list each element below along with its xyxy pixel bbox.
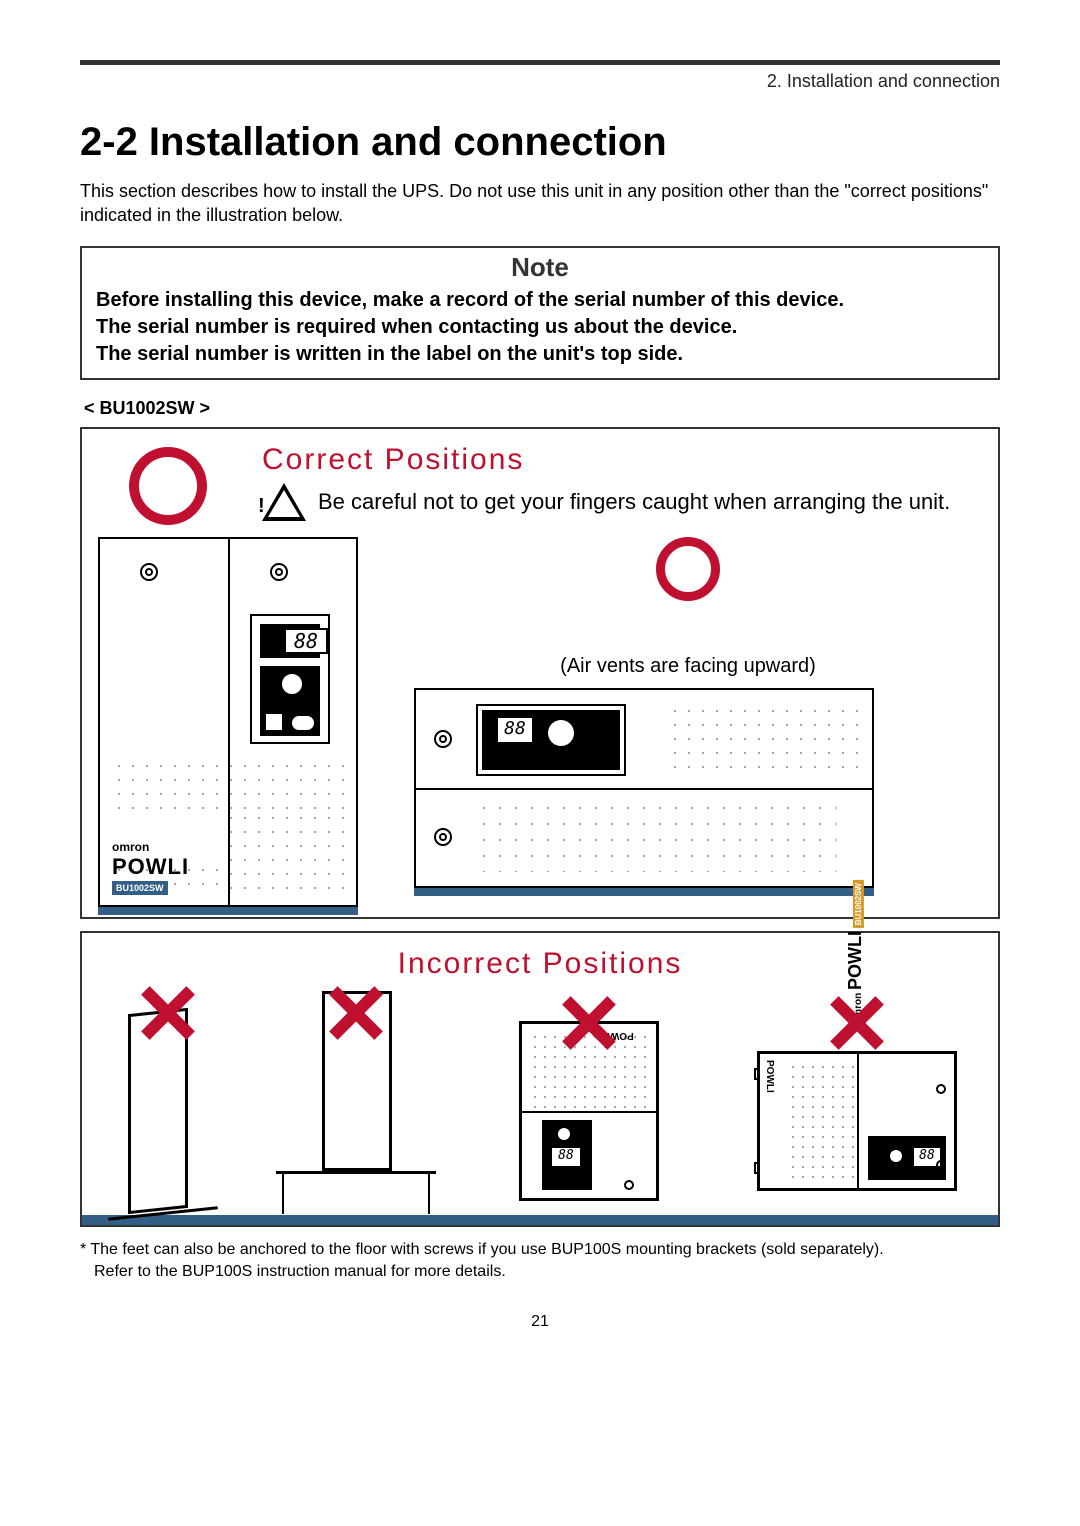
cross-icon xyxy=(136,981,200,1045)
air-vents-caption: (Air vents are facing upward) xyxy=(394,655,982,678)
note-title: Note xyxy=(82,248,998,283)
note-line: The serial number is required when conta… xyxy=(96,314,984,341)
incorrect-upside-down: POWLI 88 xyxy=(484,1001,694,1211)
section-intro: This section describes how to install th… xyxy=(80,179,1000,228)
note-line: The serial number is written in the labe… xyxy=(96,341,984,368)
ok-circle-icon xyxy=(129,447,207,525)
page-number: 21 xyxy=(80,1313,1000,1331)
section-title: 2-2 Installation and connection xyxy=(80,120,1000,165)
breadcrumb: 2. Installation and connection xyxy=(80,71,1000,92)
device-horizontal-illustration: 88 omron POWLI BU1002SW xyxy=(394,688,982,896)
device-control-panel: 88 xyxy=(250,614,330,744)
figure-correct: Correct Positions ! Be careful not to ge… xyxy=(80,427,1000,919)
model-label: < BU1002SW > xyxy=(84,398,1000,419)
incorrect-on-table xyxy=(276,991,436,1211)
device-brand: omron POWLI BU1002SW xyxy=(112,840,189,895)
note-line: Before installing this device, make a re… xyxy=(96,287,984,314)
cross-icon xyxy=(557,991,621,1055)
caution-triangle-icon: ! xyxy=(262,483,306,521)
ok-circle-icon xyxy=(656,537,720,601)
cross-icon xyxy=(825,991,889,1055)
footnote: * The feet can also be anchored to the f… xyxy=(80,1239,1000,1284)
top-rule xyxy=(80,60,1000,65)
incorrect-leaning xyxy=(108,991,228,1211)
cross-icon xyxy=(324,981,388,1045)
incorrect-on-side: POWLI 88 xyxy=(742,1001,972,1211)
caution-text: Be careful not to get your fingers caugh… xyxy=(318,488,950,516)
device-vertical-illustration: 88 omron POWLI BU1002SW xyxy=(98,537,358,915)
note-box: Note Before installing this device, make… xyxy=(80,246,1000,380)
figure-correct-title: Correct Positions xyxy=(262,443,982,477)
